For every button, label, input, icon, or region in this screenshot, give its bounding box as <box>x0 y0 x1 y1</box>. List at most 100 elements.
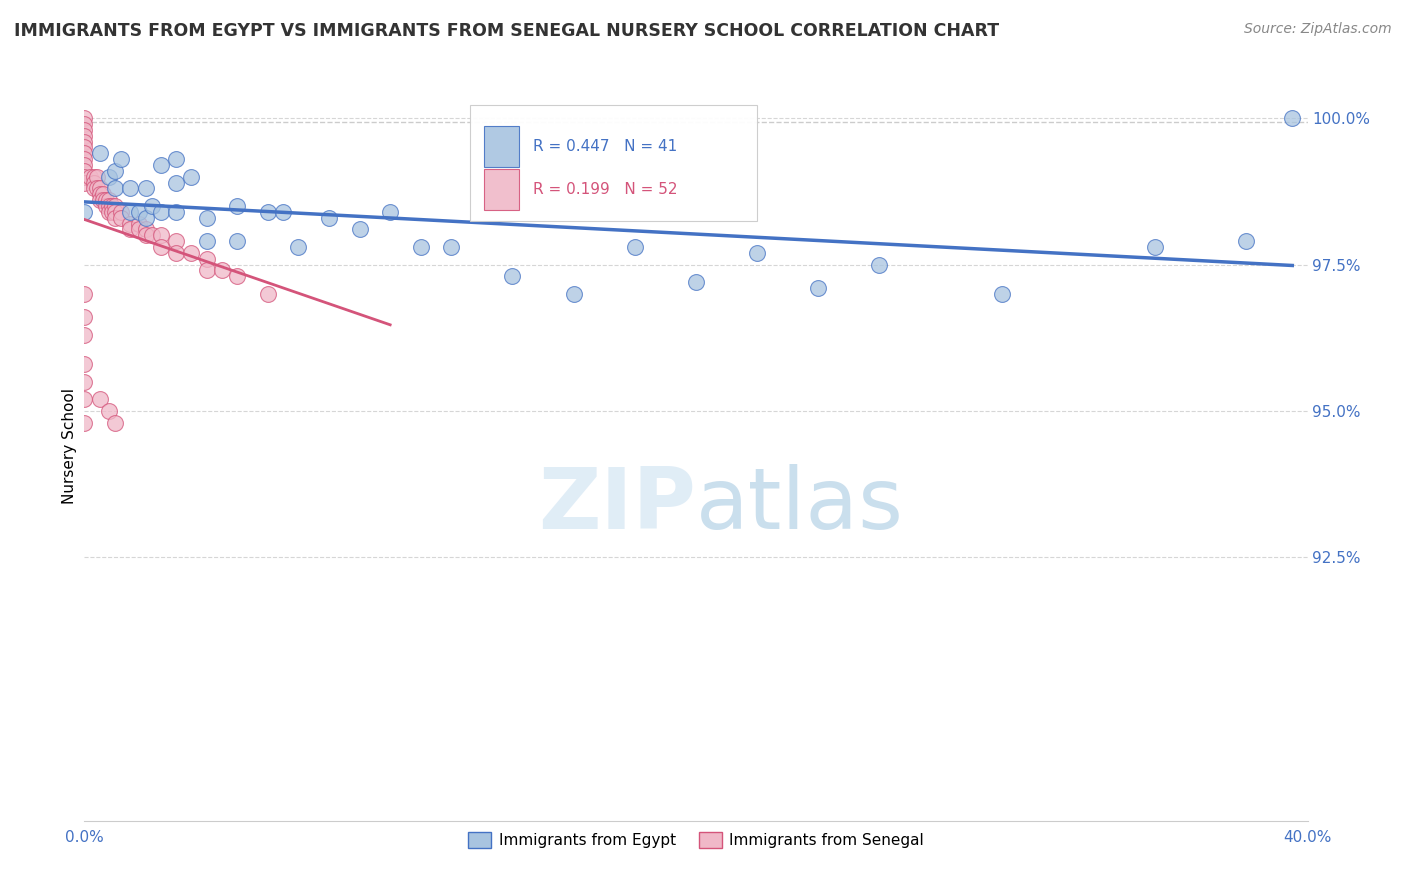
Point <box>110 205 132 219</box>
Text: ZIP: ZIP <box>538 465 696 548</box>
Point <box>110 211 132 225</box>
Point <box>73 205 96 219</box>
Text: IMMIGRANTS FROM EGYPT VS IMMIGRANTS FROM SENEGAL NURSERY SCHOOL CORRELATION CHAR: IMMIGRANTS FROM EGYPT VS IMMIGRANTS FROM… <box>14 22 1000 40</box>
Bar <box>484 169 519 210</box>
Point <box>89 146 111 161</box>
Point <box>869 258 891 272</box>
Point <box>73 375 96 389</box>
Point <box>73 392 96 407</box>
Point <box>195 252 218 266</box>
Point <box>89 187 111 202</box>
Point <box>165 234 187 248</box>
Point <box>624 240 647 254</box>
Point <box>257 286 280 301</box>
Point <box>135 228 157 243</box>
Point <box>120 217 142 231</box>
FancyBboxPatch shape <box>470 105 758 221</box>
Point <box>135 181 157 195</box>
Point <box>149 240 172 254</box>
Point <box>440 240 463 254</box>
Point <box>73 128 96 143</box>
Legend: Immigrants from Egypt, Immigrants from Senegal: Immigrants from Egypt, Immigrants from S… <box>463 826 929 855</box>
Point <box>141 199 163 213</box>
Point <box>83 176 105 190</box>
Text: Source: ZipAtlas.com: Source: ZipAtlas.com <box>1244 22 1392 37</box>
Point <box>97 199 120 213</box>
Point <box>195 263 218 277</box>
Point <box>83 169 105 184</box>
Point <box>1281 112 1303 126</box>
Point <box>104 211 127 225</box>
Point <box>97 193 120 207</box>
Point <box>73 357 96 371</box>
Y-axis label: Nursery School: Nursery School <box>62 388 77 504</box>
Point <box>89 181 111 195</box>
Point <box>349 222 371 236</box>
Point <box>73 117 96 131</box>
Point <box>120 181 142 195</box>
Point <box>747 245 769 260</box>
Point <box>104 199 127 213</box>
Point <box>97 169 120 184</box>
Point <box>226 234 249 248</box>
Point <box>165 245 187 260</box>
Point <box>991 286 1014 301</box>
Point <box>120 205 142 219</box>
Point <box>73 416 96 430</box>
Point <box>226 199 249 213</box>
Point <box>86 181 108 195</box>
Point <box>149 205 172 219</box>
Point <box>128 205 150 219</box>
Point <box>101 205 124 219</box>
Point <box>271 205 294 219</box>
Point <box>807 281 830 295</box>
Text: R = 0.447   N = 41: R = 0.447 N = 41 <box>533 139 678 154</box>
Point <box>73 140 96 154</box>
Point <box>180 169 202 184</box>
Point <box>211 263 233 277</box>
Point <box>128 217 150 231</box>
Point <box>165 152 187 166</box>
Point <box>89 392 111 407</box>
Point <box>97 205 120 219</box>
Bar <box>484 126 519 168</box>
Point <box>195 211 218 225</box>
Point <box>94 199 117 213</box>
Point <box>149 158 172 172</box>
Point <box>73 152 96 166</box>
Point <box>86 169 108 184</box>
Point <box>318 211 340 225</box>
Point <box>73 286 96 301</box>
Point <box>73 176 96 190</box>
Point <box>73 146 96 161</box>
Point <box>104 205 127 219</box>
Point <box>104 164 127 178</box>
Point <box>97 404 120 418</box>
Point <box>287 240 309 254</box>
Point <box>165 176 187 190</box>
Point <box>141 228 163 243</box>
Point <box>104 416 127 430</box>
Point <box>685 275 707 289</box>
Point <box>135 211 157 225</box>
Point <box>128 222 150 236</box>
Point <box>110 152 132 166</box>
Point <box>79 169 101 184</box>
Point <box>135 222 157 236</box>
Point <box>73 158 96 172</box>
Point <box>73 169 96 184</box>
Point <box>1143 240 1166 254</box>
Point <box>380 205 402 219</box>
Point <box>120 222 142 236</box>
Point <box>73 123 96 137</box>
Text: R = 0.199   N = 52: R = 0.199 N = 52 <box>533 182 678 197</box>
Point <box>1236 234 1258 248</box>
Point <box>73 112 96 126</box>
Point <box>89 193 111 207</box>
Point <box>83 181 105 195</box>
Point <box>562 286 585 301</box>
Point <box>180 245 202 260</box>
Point <box>257 205 280 219</box>
Point <box>91 193 114 207</box>
Point <box>73 135 96 149</box>
